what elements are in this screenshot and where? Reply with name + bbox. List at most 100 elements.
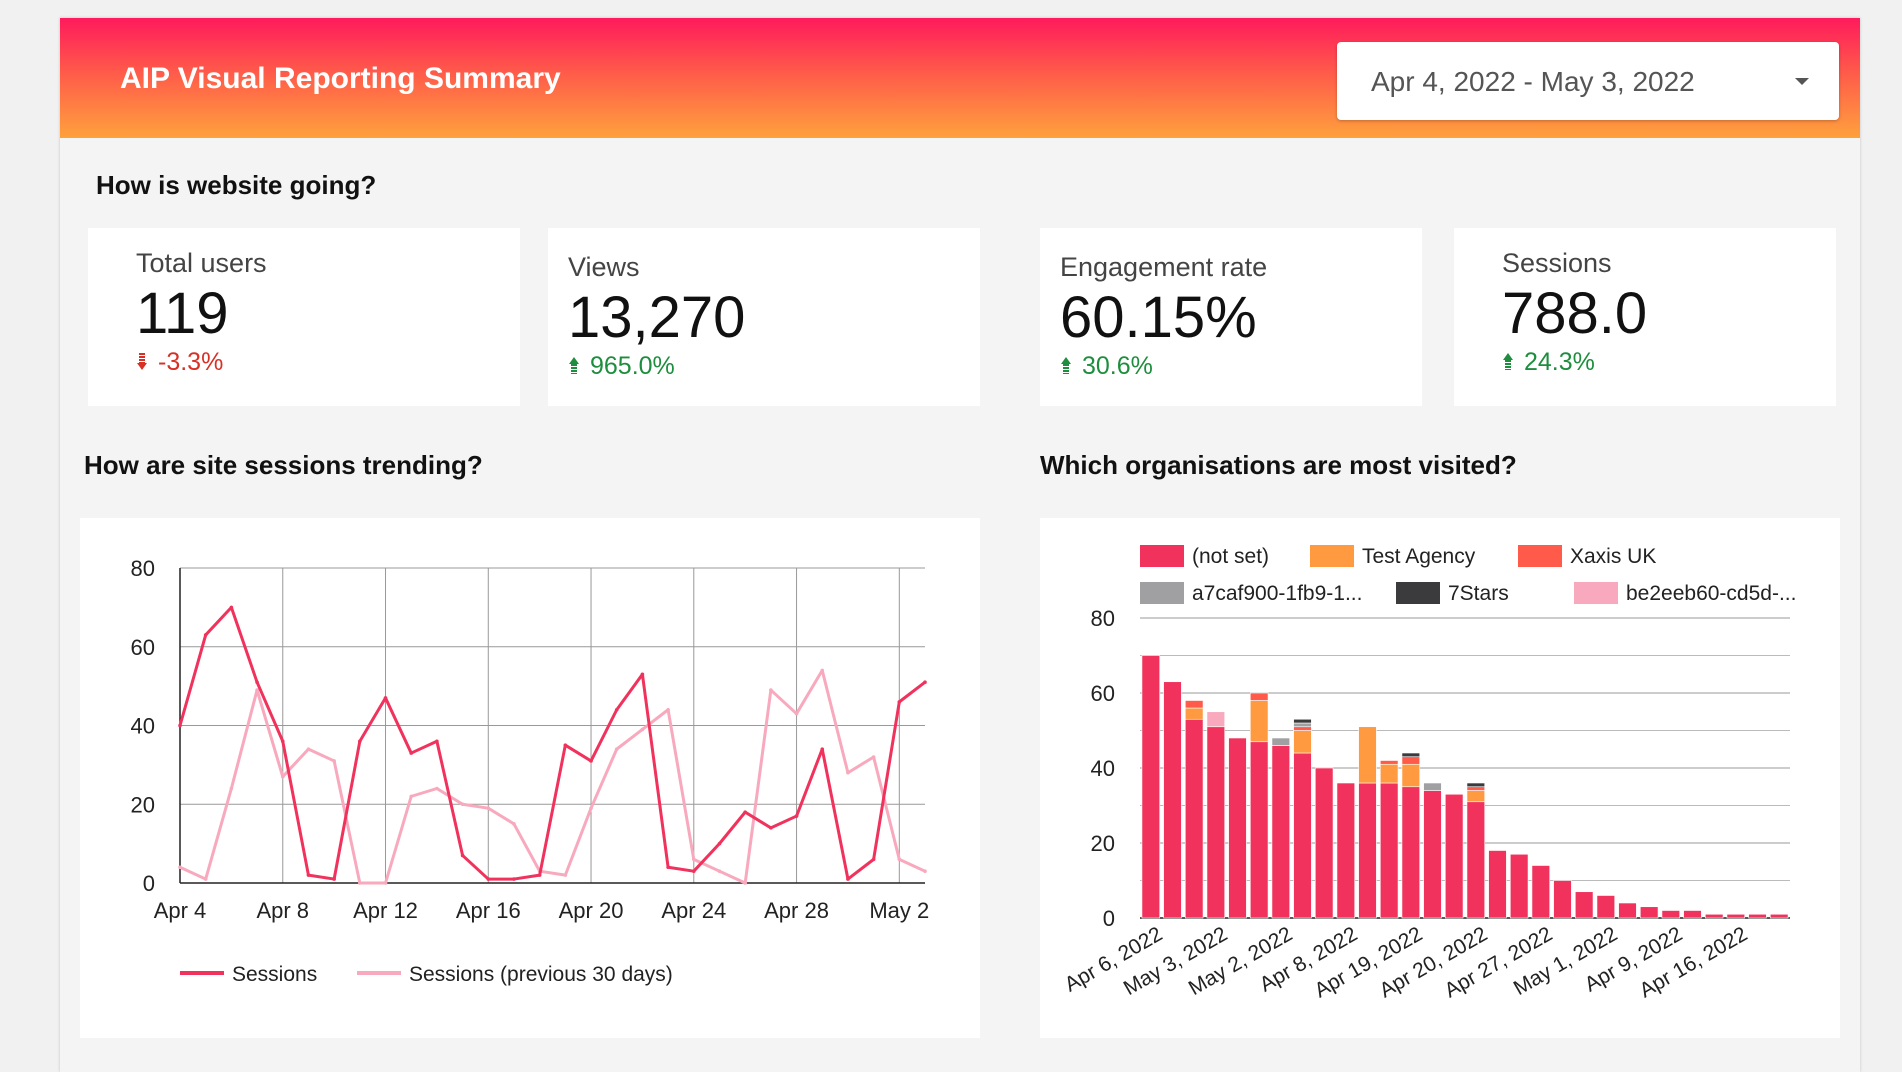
sessions-line-chart: 0 20 40 60 80 Apr 4 Apr 8 Apr 12 Apr 16 Apr 20 Apr… [131,556,930,986]
bar-segment [1206,726,1226,919]
scorecard-views[interactable]: Views 13,270 965.0% [548,228,980,406]
bar-segment [1249,692,1269,701]
series-line [179,668,926,885]
bar-segment [1423,790,1442,919]
section-title-website: How is website going? [96,170,377,200]
data-point [409,751,414,755]
bar-segment [1401,786,1421,919]
report-title: AIP Visual Reporting Summary [120,62,561,95]
data-point [614,707,619,712]
scorecard-engagement-rate[interactable]: Engagement rate 60.15% 30.6% [1040,228,1422,406]
legend-label: Xaxis UK [1570,545,1656,568]
data-point [537,873,542,877]
organisations-bar-chart: (not set) Test Agency Xaxis UK a7caf900-1fb… [1061,545,1796,1002]
data-point [897,700,902,704]
data-point [203,877,208,881]
scorecard-delta: -3.3% [136,348,223,377]
bar-segment [1249,700,1269,743]
scorecard-label: Total users [136,248,267,278]
bar-segment [1401,752,1421,758]
bar-segment [1423,782,1442,791]
data-point [358,739,362,744]
bar-segment [1271,737,1291,746]
scorecard-delta: 30.6% [1060,352,1153,381]
bar-segment [1661,910,1681,919]
bar-segment [1184,718,1204,919]
scorecard-sessions[interactable]: Sessions 788.0 24.3% [1454,228,1836,406]
data-point [640,727,645,732]
data-point [743,881,747,885]
data-point [255,688,259,692]
legend-swatch [1396,582,1440,604]
bar-segment [1683,910,1702,919]
data-point [923,869,927,873]
legend-label: be2eeb60-cd5d-... [1626,582,1796,605]
sessions-trend-chart-card[interactable]: 0 20 40 60 80 Apr 4 Apr 8 Apr 12 Apr 16 Apr 20 Apr… [80,518,980,1038]
data-point [666,707,670,712]
bar-segment [1293,722,1312,728]
bar-segment [1401,763,1421,788]
legend-label: Test Agency [1362,545,1476,568]
data-point [820,747,825,751]
scorecard-delta-value: 24.3% [1524,348,1595,376]
bar-segment [1466,790,1486,803]
bar-segment [1574,891,1594,919]
scorecard-delta-value: 965.0% [590,352,675,380]
bar-segment [1466,782,1486,788]
data-point [614,747,619,751]
section-title-sessions-trend: How are site sessions trending? [84,450,483,480]
data-point [871,755,876,759]
bar-segment [1466,786,1486,791]
bar-segment [1596,895,1616,919]
data-point [435,786,439,791]
data-point [691,857,696,862]
scorecard-delta: 965.0% [568,352,675,381]
bar-segment [1358,726,1377,784]
arrow-up-icon [1502,353,1514,371]
scorecard-delta-value: -3.3% [158,348,224,376]
bar-segment [1249,741,1269,919]
bar-segment [1206,711,1226,728]
bar-segment [1293,718,1312,724]
legend-label: Sessions [232,963,317,986]
bar-segment [1748,913,1767,919]
data-point [563,873,568,877]
report-header: AIP Visual Reporting Summary Apr 4, 2022… [60,18,1860,138]
legend-label: (not set) [1192,545,1269,568]
data-point [769,688,773,692]
data-point [178,865,182,870]
legend-label: 7Stars [1448,582,1509,605]
data-point [383,881,388,885]
date-range-picker[interactable]: Apr 4, 2022 - May 3, 2022 [1337,42,1839,120]
y-tick-label: 0 [1103,906,1115,931]
scorecard-total-users[interactable]: Total users 119 -3.3% [88,228,520,406]
bar-segment [1293,726,1312,731]
arrow-down-icon [136,353,148,371]
y-tick-label: 20 [131,792,155,817]
data-point [846,770,850,775]
legend-swatch [1310,545,1354,567]
date-range-value: Apr 4, 2022 - May 3, 2022 [1371,66,1695,97]
bar-segment [1228,737,1247,919]
arrow-up-icon [1060,357,1072,375]
bar-segment [1509,853,1529,919]
bar-segment [1358,782,1377,919]
legend-label: Sessions (previous 30 days) [409,963,673,986]
organisations-chart-card[interactable]: (not set) Test Agency Xaxis UK a7caf900-1fb… [1040,518,1840,1038]
data-point [717,869,722,873]
y-tick-label: 60 [1091,681,1115,706]
y-tick-label: 40 [131,714,155,739]
data-point [589,806,593,810]
x-tick-label: Apr 12 [353,898,418,923]
bar-segment [1184,700,1204,709]
bar-segment [1618,902,1637,919]
data-point [794,711,799,716]
data-point [512,877,516,881]
x-tick-label: Apr 8 [256,898,309,923]
section-title-organisations: Which organisations are most visited? [1040,450,1517,480]
bar-segment [1553,880,1572,919]
bar-segment [1336,782,1356,919]
data-point [769,826,773,830]
bar-segment [1141,655,1161,919]
data-point [691,869,696,873]
